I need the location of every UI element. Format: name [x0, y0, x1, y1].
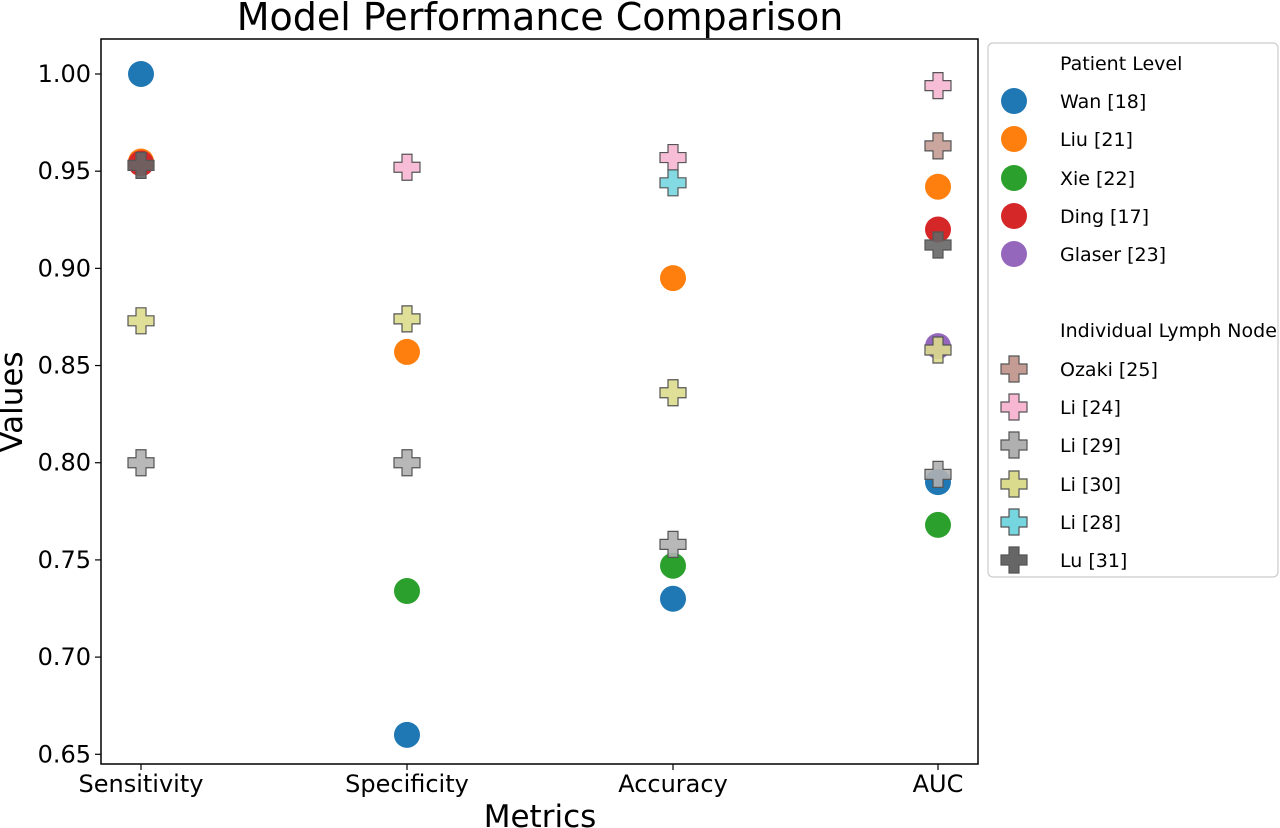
- y-tick-label: 0.85: [38, 352, 91, 380]
- y-tick-label: 0.80: [38, 449, 91, 477]
- point-lu-31: [127, 151, 155, 179]
- point-ding-17: [925, 216, 951, 243]
- point-li-29: [924, 460, 952, 488]
- point-liu-21: [660, 265, 686, 292]
- x-tick-label: Accuracy: [618, 770, 728, 798]
- legend-label: Glaser [23]: [1060, 244, 1166, 266]
- y-tick-label: 0.90: [38, 254, 91, 282]
- legend-label: Wan [18]: [1060, 91, 1146, 113]
- point-li-29: [659, 530, 687, 558]
- x-axis-ticks: Sensitivity Specificity Accuracy AUC: [79, 764, 964, 798]
- point-liu-21: [394, 338, 420, 365]
- point-li-28: [659, 169, 687, 197]
- legend-label: Ozaki [25]: [1060, 359, 1158, 381]
- y-tick-label: 0.75: [38, 546, 91, 574]
- plot-frame: [100, 38, 979, 765]
- x-tick-label: AUC: [913, 770, 964, 798]
- legend-marker: [1001, 126, 1027, 152]
- point-li-24: [659, 143, 687, 172]
- legend-group-title: Individual Lymph Node: [1060, 320, 1277, 342]
- legend-label: Li [28]: [1060, 512, 1121, 534]
- point-wan-18: [394, 721, 420, 748]
- chart-title: Model Performance Comparison: [237, 0, 844, 39]
- legend-box: [987, 42, 1279, 578]
- point-li-30: [924, 336, 952, 364]
- legend-marker: [1001, 165, 1027, 191]
- legend-marker: [1000, 470, 1028, 498]
- point-li-24: [393, 153, 421, 181]
- legend-label: Li [29]: [1060, 435, 1121, 457]
- x-tick-label: Sensitivity: [79, 770, 204, 798]
- point-li-30: [127, 307, 155, 335]
- legend-label: Liu [21]: [1060, 129, 1133, 151]
- legend-marker: [1001, 203, 1027, 229]
- point-wan-18: [128, 60, 154, 87]
- y-tick-label: 0.70: [38, 643, 91, 671]
- x-axis-label: Metrics: [484, 799, 597, 828]
- legend-marker: [1000, 431, 1028, 459]
- legend-marker: [1000, 508, 1028, 536]
- point-xie-22: [394, 578, 420, 605]
- y-axis-ticks: 0.65 0.70 0.75 0.80 0.85 0.90 0.95 1.00: [38, 60, 101, 768]
- point-xie-22: [925, 511, 951, 538]
- legend-label: Lu [31]: [1060, 550, 1127, 572]
- legend-label: Li [30]: [1060, 474, 1121, 496]
- legend-marker: [1001, 241, 1027, 267]
- x-tick-label: Specificity: [345, 770, 469, 798]
- y-tick-label: 0.95: [38, 157, 91, 185]
- point-li-24: [924, 72, 952, 100]
- point-liu-21: [925, 173, 951, 200]
- legend-marker: [1000, 393, 1028, 421]
- point-li-29: [127, 449, 155, 477]
- point-wan-18: [660, 585, 686, 612]
- point-xie-22: [660, 552, 686, 579]
- point-li-30: [393, 305, 421, 333]
- point-lu-31: [924, 231, 952, 259]
- y-axis-label: Values: [0, 351, 30, 452]
- legend-marker: [1000, 355, 1028, 383]
- legend-marker: [1000, 546, 1028, 574]
- legend-label: Xie [22]: [1060, 168, 1135, 190]
- legend-group-title: Patient Level: [1060, 53, 1182, 75]
- data-points: [127, 60, 952, 748]
- legend-marker: [1001, 88, 1027, 114]
- point-li-30: [659, 379, 687, 407]
- legend-label: Ding [17]: [1060, 206, 1149, 228]
- point-ozaki-25: [924, 132, 952, 160]
- y-tick-label: 0.65: [38, 740, 91, 768]
- point-li-29: [393, 449, 421, 477]
- y-tick-label: 1.00: [38, 60, 91, 88]
- legend: Patient Level Wan [18] Liu [21] Xie [22] Din…: [987, 42, 1279, 578]
- legend-label: Li [24]: [1060, 397, 1121, 419]
